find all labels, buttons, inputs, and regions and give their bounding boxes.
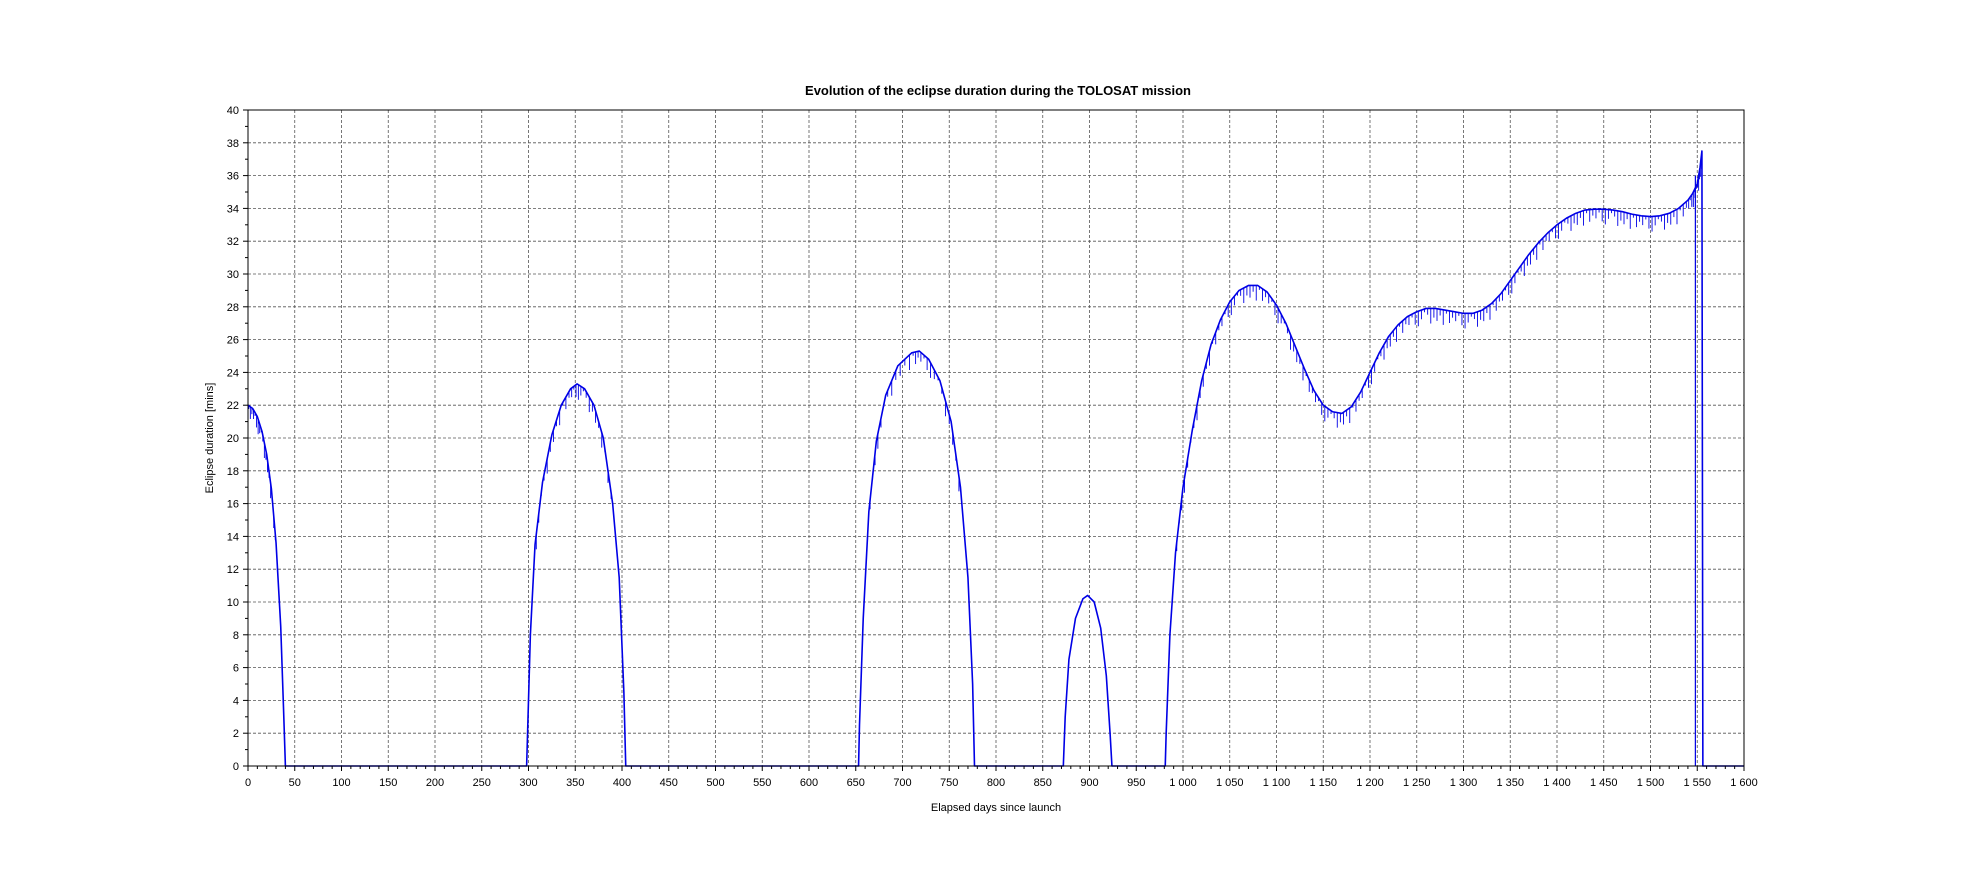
x-tick-label: 550 — [753, 777, 771, 789]
y-tick-label: 10 — [227, 597, 239, 609]
y-tick-label: 36 — [227, 171, 239, 183]
y-tick-label: 2 — [233, 728, 239, 740]
y-tick-label: 32 — [227, 236, 239, 248]
x-tick-label: 450 — [660, 777, 678, 789]
x-tick-label: 1 250 — [1403, 777, 1431, 789]
x-tick-label: 1 100 — [1263, 777, 1291, 789]
x-tick-label: 850 — [1034, 777, 1052, 789]
x-tick-label: 700 — [893, 777, 911, 789]
y-tick-label: 28 — [227, 302, 239, 314]
x-tick-label: 800 — [987, 777, 1005, 789]
y-tick-label: 34 — [227, 203, 239, 215]
y-tick-label: 14 — [227, 531, 239, 543]
x-tick-label: 900 — [1080, 777, 1098, 789]
x-tick-label: 1 500 — [1637, 777, 1665, 789]
x-tick-label: 250 — [473, 777, 491, 789]
x-tick-label: 1 300 — [1450, 777, 1478, 789]
series-layer — [247, 150, 1744, 767]
x-tick-label: 500 — [706, 777, 724, 789]
x-tick-label: 650 — [847, 777, 865, 789]
y-tick-label: 24 — [227, 367, 239, 379]
grid-layer — [248, 110, 1744, 766]
x-tick-label: 950 — [1127, 777, 1145, 789]
y-tick-label: 26 — [227, 335, 239, 347]
y-tick-label: 22 — [227, 400, 239, 412]
x-tick-label: 1 400 — [1543, 777, 1571, 789]
x-tick-label: 1 150 — [1309, 777, 1337, 789]
x-tick-label: 600 — [800, 777, 818, 789]
chart-title: Evolution of the eclipse duration during… — [805, 83, 1191, 98]
x-tick-label: 1 450 — [1590, 777, 1618, 789]
y-tick-label: 12 — [227, 564, 239, 576]
y-tick-label: 6 — [233, 663, 239, 675]
y-tick-label: 0 — [233, 761, 239, 773]
y-tick-label: 30 — [227, 269, 239, 281]
x-tick-label: 100 — [332, 777, 350, 789]
x-tick-label: 1 550 — [1683, 777, 1711, 789]
y-tick-label: 8 — [233, 630, 239, 642]
x-tick-label: 400 — [613, 777, 631, 789]
x-tick-label: 0 — [245, 777, 251, 789]
ticks-layer: 0 50 100 150 200 250 300 350 400 450 500 550 600 650 7… — [227, 105, 1758, 789]
x-tick-label: 1 050 — [1216, 777, 1244, 789]
y-tick-label: 4 — [233, 695, 239, 707]
y-tick-label: 38 — [227, 138, 239, 150]
y-tick-label: 16 — [227, 499, 239, 511]
x-tick-label: 150 — [379, 777, 397, 789]
x-tick-label: 1 200 — [1356, 777, 1384, 789]
x-tick-label: 1 350 — [1496, 777, 1524, 789]
x-tick-label: 350 — [566, 777, 584, 789]
x-axis-label: Elapsed days since launch — [931, 802, 1061, 814]
x-tick-label: 1 600 — [1730, 777, 1758, 789]
x-tick-label: 300 — [519, 777, 537, 789]
y-tick-label: 20 — [227, 433, 239, 445]
x-tick-label: 50 — [289, 777, 301, 789]
y-axis-label: Eclipse duration [mins] — [204, 383, 216, 494]
x-tick-label: 750 — [940, 777, 958, 789]
x-tick-label: 200 — [426, 777, 444, 789]
y-tick-label: 18 — [227, 466, 239, 478]
y-tick-label: 40 — [227, 105, 239, 117]
x-tick-label: 1 000 — [1169, 777, 1197, 789]
